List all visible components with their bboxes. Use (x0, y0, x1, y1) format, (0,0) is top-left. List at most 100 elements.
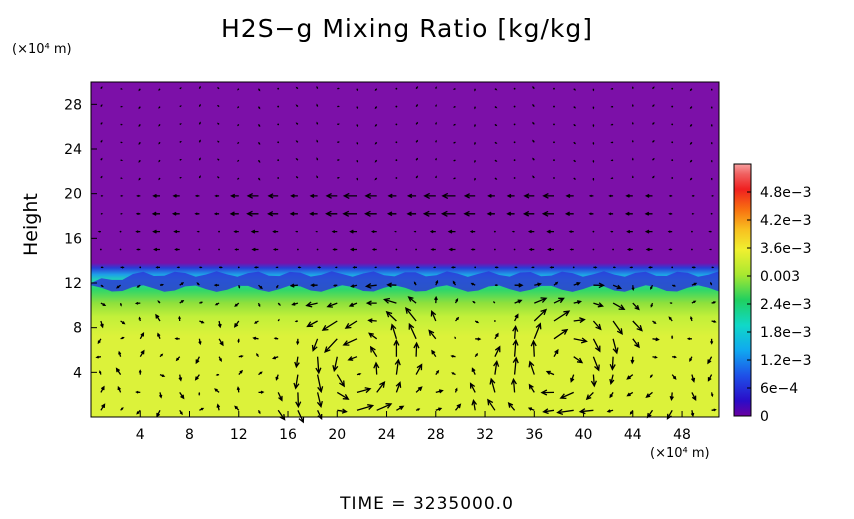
vector-arrow (349, 247, 357, 252)
vector-arrow (194, 194, 200, 198)
vector-arrow (395, 381, 402, 393)
vector-arrow (98, 370, 102, 375)
vector-arrow (136, 248, 141, 251)
vector-arrow (386, 211, 397, 217)
vector-arrow (352, 266, 357, 269)
velocity-vectors (95, 85, 717, 424)
vector-arrow (277, 141, 280, 144)
vector-arrow (277, 318, 280, 322)
vector-arrow (295, 157, 299, 161)
vector-arrow (179, 105, 182, 108)
vector-arrow (311, 338, 319, 352)
vector-arrow (469, 382, 476, 393)
vector-arrow (707, 356, 713, 365)
vector-arrow (652, 320, 657, 324)
vector-arrow (573, 159, 577, 163)
colorbar-tick-label: 0.003 (760, 269, 800, 285)
vector-arrow (316, 175, 319, 179)
vector-arrow (367, 318, 377, 324)
vector-arrow (644, 211, 653, 216)
vector-arrow (530, 339, 537, 357)
vector-arrow (644, 229, 653, 234)
vector-arrow (451, 372, 456, 376)
vector-arrow (178, 315, 181, 322)
vector-arrow (452, 88, 456, 90)
vector-arrow (157, 332, 161, 340)
vector-arrow (120, 336, 125, 340)
time-label: TIME = 3235000.0 (340, 494, 514, 514)
vector-arrow (179, 300, 185, 304)
vector-arrow (97, 230, 101, 233)
vector-arrow (337, 408, 348, 414)
vector-arrow (453, 105, 456, 108)
vector-arrow (474, 142, 476, 146)
vector-arrow (671, 123, 674, 126)
vector-arrow (337, 87, 340, 90)
x-tick-label: 12 (230, 427, 248, 443)
x-tick-label: 8 (185, 427, 194, 443)
vector-arrow (506, 211, 515, 216)
vector-arrow (652, 139, 655, 143)
vector-arrow (395, 159, 398, 162)
vector-arrow (474, 320, 480, 324)
vector-arrow (645, 391, 653, 399)
vector-arrow (527, 407, 535, 411)
vector-arrow (710, 124, 713, 127)
vector-arrow (585, 391, 594, 401)
vector-arrow (374, 266, 377, 269)
vector-arrow (568, 230, 574, 233)
vector-arrow (234, 405, 240, 411)
vector-arrow (277, 123, 280, 126)
vector-arrow (415, 86, 419, 90)
vector-arrow (273, 337, 279, 340)
vector-arrow (196, 230, 200, 233)
colorbar-tick-label: 4.8e−3 (760, 185, 812, 201)
vector-arrow (277, 87, 280, 90)
vector-arrow (435, 175, 437, 179)
vector-arrow (610, 123, 614, 126)
vector-arrow (158, 177, 161, 181)
vector-arrow (277, 409, 286, 421)
vector-arrow (371, 248, 377, 251)
vector-arrow (493, 230, 496, 233)
vector-arrow (415, 157, 419, 161)
vector-arrow (408, 322, 417, 340)
vector-arrow (553, 348, 559, 358)
vector-arrow (691, 248, 693, 251)
vector-arrow (512, 338, 519, 357)
x-tick-label: 4 (136, 427, 145, 443)
vector-arrow (277, 105, 280, 108)
vector-arrow (316, 248, 319, 251)
vector-arrow (395, 123, 398, 126)
vector-arrow (573, 141, 577, 145)
vector-arrow (233, 230, 239, 234)
vector-arrow (530, 266, 535, 269)
vector-arrow (198, 392, 201, 397)
vector-arrow (470, 248, 476, 251)
vector-arrow (138, 141, 141, 145)
vector-arrow (487, 193, 495, 198)
vector-arrow (435, 121, 437, 125)
vector-arrow (395, 248, 398, 251)
vector-arrow (610, 159, 614, 162)
vector-arrow (493, 359, 500, 375)
vector-arrow (570, 374, 575, 383)
vector-arrow (267, 193, 279, 199)
vector-arrow (710, 177, 713, 181)
vector-arrow (690, 410, 695, 417)
vector-arrow (532, 157, 535, 161)
vector-arrow (513, 248, 516, 251)
vector-arrow (217, 122, 220, 125)
vector-arrow (344, 320, 358, 329)
x-axis-unit: (×10⁴ m) (650, 446, 710, 461)
vector-arrow (309, 211, 318, 216)
vector-arrow (472, 300, 476, 304)
vector-arrow (277, 159, 280, 162)
plot-frame (90, 81, 720, 418)
vector-arrow (689, 159, 693, 163)
vector-arrow (238, 369, 244, 376)
vector-arrow (474, 106, 476, 110)
y-tick-label: 16 (64, 231, 82, 247)
vector-arrow (194, 374, 200, 381)
